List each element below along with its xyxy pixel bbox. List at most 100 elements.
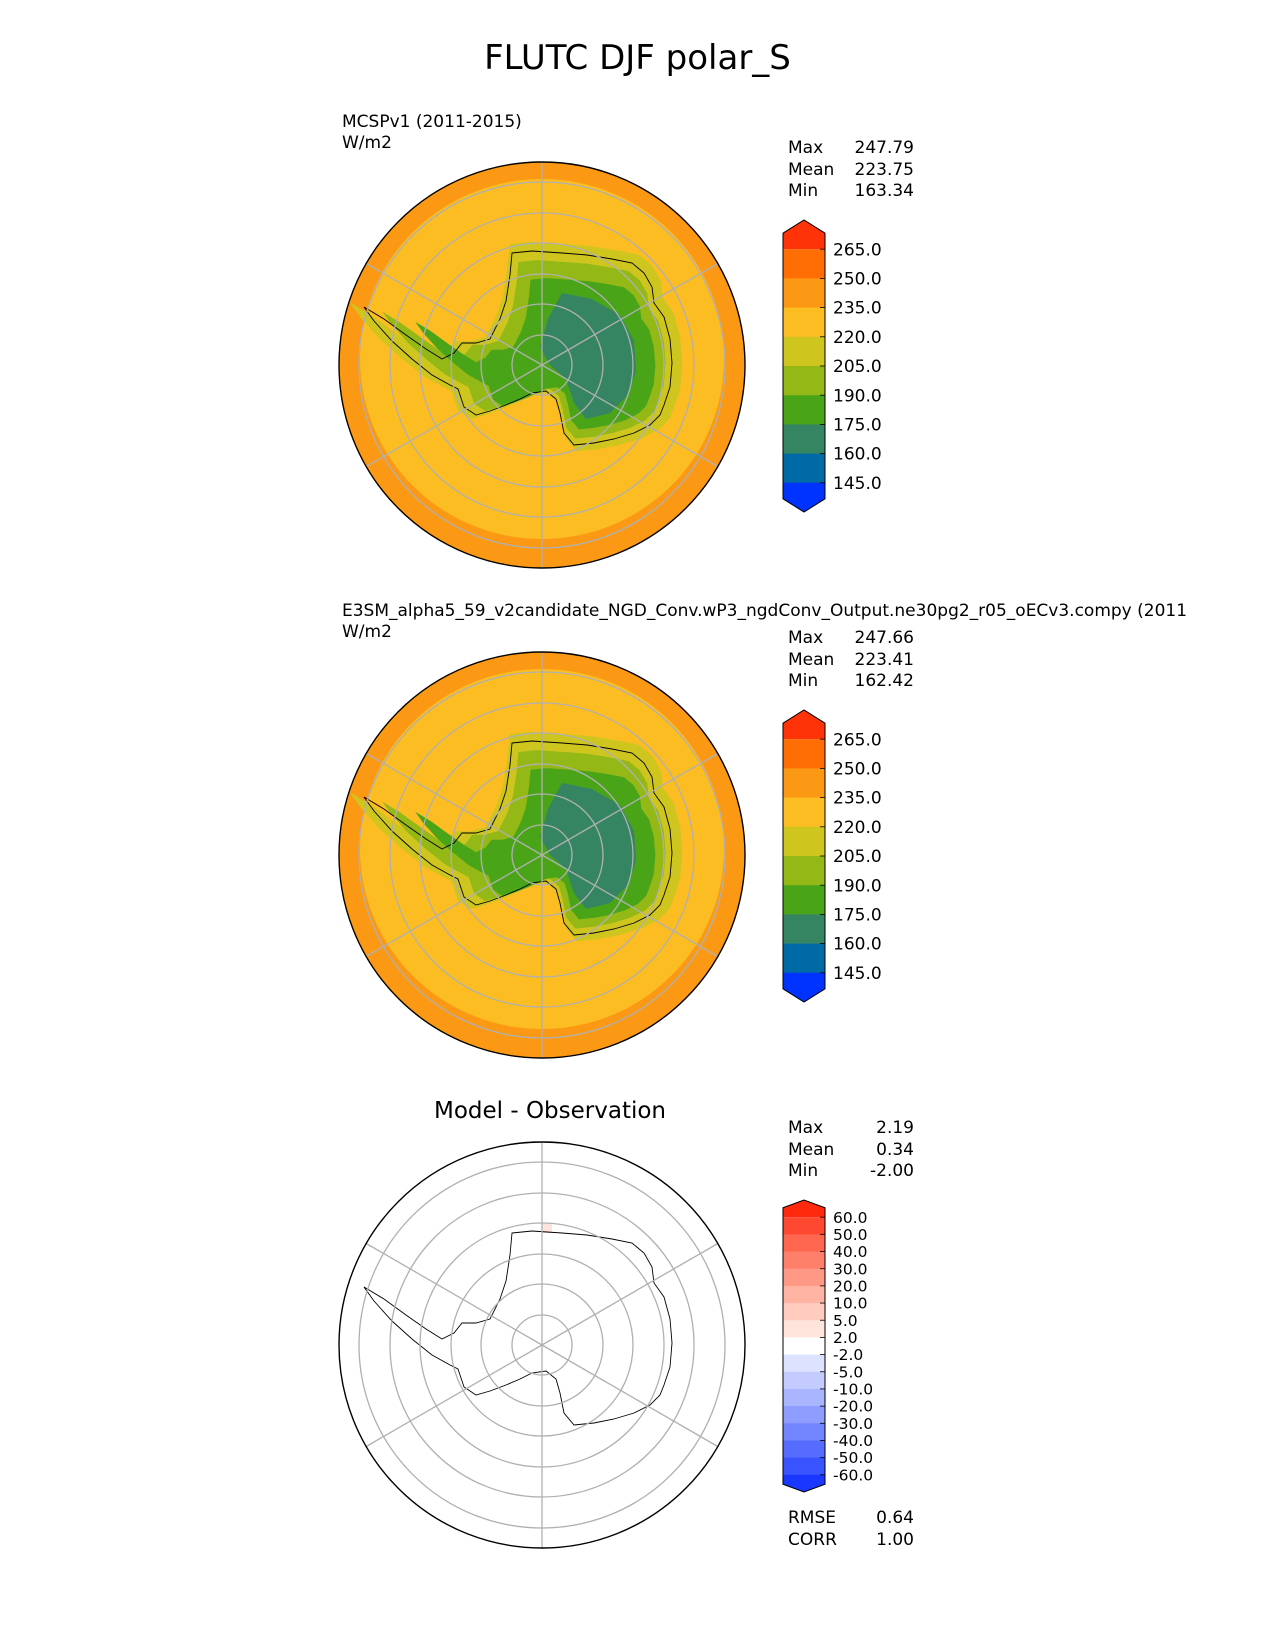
map-boundary-0 xyxy=(338,161,746,569)
colorbar-2: 60.050.040.030.020.010.05.02.0-2.0-5.0-1… xyxy=(782,1199,873,1493)
longitude-gridline-0-120 xyxy=(541,364,719,468)
map-boundary-2 xyxy=(338,1141,746,1549)
colorbar-tick-label-1-1: 160.0 xyxy=(833,935,882,955)
longitude-gridline-0-240 xyxy=(365,364,543,468)
colorbar-segment-1-4 xyxy=(783,826,825,857)
obs-units: W/m2 xyxy=(342,133,392,153)
model-units: W/m2 xyxy=(342,622,392,642)
colorbar-segment-0-1 xyxy=(783,249,825,279)
longitude-gridline-2-120 xyxy=(541,1344,719,1448)
colorbar-tick-label-1-6: 235.0 xyxy=(833,789,882,809)
colorbar-tick-label-0-2: 175.0 xyxy=(833,416,882,436)
longitude-gridline-1-240 xyxy=(365,854,543,958)
colorbar-tick-label-1-3: 190.0 xyxy=(833,876,882,896)
longitude-gridline-2-300 xyxy=(365,1242,543,1346)
colorbar-segment-0-7 xyxy=(783,424,825,455)
colorbar-segment-2-5 xyxy=(783,1285,825,1304)
colorbar-extend-top-2 xyxy=(783,1200,825,1218)
diff-stat-mean: Mean 0.34 xyxy=(788,1139,914,1160)
colorbar-tick-label-0-6: 235.0 xyxy=(833,299,882,319)
diff-stat-max: Max 2.19 xyxy=(788,1118,914,1138)
colorbar-segment-2-3 xyxy=(783,1251,825,1270)
colorbar-tick-label-2-3: 30.0 xyxy=(833,1260,868,1278)
obs-stats: Max 247.79 Mean 223.75 Min 163.34 xyxy=(788,138,914,203)
colorbar-tick-label-2-0: 60.0 xyxy=(833,1209,868,1227)
colorbar-tick-label-2-8: -2.0 xyxy=(833,1346,863,1364)
longitude-gridline-0-300 xyxy=(365,262,543,366)
polar-map-0 xyxy=(338,161,746,569)
colorbar-tick-label-2-9: -5.0 xyxy=(833,1363,863,1381)
colorbar-tick-label-0-4: 205.0 xyxy=(833,357,882,377)
obs-dataset-name: MCSPv1 (2011-2015) xyxy=(342,112,522,132)
map-boundary-1 xyxy=(338,651,746,1059)
longitude-gridline-0-60 xyxy=(541,262,719,366)
obs-label: MCSPv1 (2011-2015) W/m2 xyxy=(342,112,522,154)
colorbar-tick-label-1-7: 250.0 xyxy=(833,760,882,780)
colorbar-segment-1-8 xyxy=(783,943,825,974)
colorbar-tick-label-1-0: 145.0 xyxy=(833,964,882,984)
colorbar-segment-2-2 xyxy=(783,1234,825,1253)
colorbar-tick-label-1-8: 265.0 xyxy=(833,730,882,750)
colorbar-tick-label-1-4: 205.0 xyxy=(833,847,882,867)
colorbar-tick-label-2-11: -20.0 xyxy=(833,1398,873,1416)
longitude-gridline-2-60 xyxy=(541,1242,719,1346)
colorbar-segment-0-8 xyxy=(783,453,825,484)
colorbar-tick-label-0-5: 220.0 xyxy=(833,328,882,348)
colorbar-segment-2-9 xyxy=(783,1354,825,1373)
colorbar-tick-label-2-13: -40.0 xyxy=(833,1432,873,1450)
colorbar-tick-label-1-5: 220.0 xyxy=(833,818,882,838)
colorbar-0: 145.0 160.0 175.0 190.0 205.0 220.0 235.0 250.0… xyxy=(782,219,882,513)
colorbar-outline-1 xyxy=(782,709,826,1003)
colorbar-tick-label-2-10: -10.0 xyxy=(833,1381,873,1399)
model-dataset-name: E3SM_alpha5_59_v2candidate_NGD_Conv.wP3_… xyxy=(342,601,1188,621)
obs-stat-max: Max 247.79 xyxy=(788,138,914,158)
colorbar-tick-label-2-5: 10.0 xyxy=(833,1295,868,1313)
colorbar-segment-1-6 xyxy=(783,885,825,915)
diff-stats: Max 2.19 Mean 0.34 Min -2.00 xyxy=(788,1118,914,1183)
colorbar-extend-bottom-2 xyxy=(783,1474,825,1492)
colorbar-tick-label-0-1: 160.0 xyxy=(833,445,882,465)
colorbar-segment-1-5 xyxy=(783,856,825,886)
colorbar-segment-2-14 xyxy=(783,1440,825,1459)
colorbar-tick-label-2-12: -30.0 xyxy=(833,1415,873,1433)
model-label: E3SM_alpha5_59_v2candidate_NGD_Conv.wP3_… xyxy=(342,601,1187,643)
colorbar-tick-label-2-15: -60.0 xyxy=(833,1466,873,1484)
colorbar-tick-label-2-1: 50.0 xyxy=(833,1226,868,1244)
colorbar-extend-top-1 xyxy=(783,710,825,740)
polar-map-2 xyxy=(338,1141,746,1549)
colorbar-tick-label-0-8: 265.0 xyxy=(833,240,882,260)
colorbar-tick-label-0-7: 250.0 xyxy=(833,270,882,290)
model-stat-min: Min 162.42 xyxy=(788,671,914,691)
longitude-gridline-2-240 xyxy=(365,1344,543,1448)
colorbar-segment-2-11 xyxy=(783,1388,825,1407)
colorbar-extend-bottom-0 xyxy=(783,482,825,512)
colorbar-segment-2-7 xyxy=(783,1320,825,1338)
colorbar-segment-1-7 xyxy=(783,914,825,945)
colorbar-segment-0-5 xyxy=(783,366,825,396)
colorbar-tick-label-0-3: 190.0 xyxy=(833,386,882,406)
colorbar-tick-label-2-4: 20.0 xyxy=(833,1277,868,1295)
diff-metric-corr: CORR 1.00 xyxy=(788,1529,914,1550)
obs-stat-min: Min 163.34 xyxy=(788,181,914,201)
colorbar-segment-1-3 xyxy=(783,797,825,828)
diff-title: Model - Observation xyxy=(433,1098,667,1124)
colorbar-segment-0-3 xyxy=(783,307,825,338)
colorbar-1: 145.0 160.0 175.0 190.0 205.0 220.0 235.0 250.0… xyxy=(782,709,882,1003)
longitude-gridline-1-60 xyxy=(541,752,719,856)
colorbar-segment-2-13 xyxy=(783,1423,825,1441)
colorbar-segment-1-2 xyxy=(783,768,825,799)
colorbar-segment-0-4 xyxy=(783,336,825,367)
colorbar-extend-bottom-1 xyxy=(783,972,825,1002)
polar-map-1 xyxy=(338,651,746,1059)
colorbar-segment-2-10 xyxy=(783,1371,825,1390)
colorbar-tick-label-1-2: 175.0 xyxy=(833,906,882,926)
colorbar-segment-0-2 xyxy=(783,278,825,309)
longitude-gridline-1-120 xyxy=(541,854,719,958)
model-stats: Max 247.66 Mean 223.41 Min 162.42 xyxy=(788,628,914,693)
colorbar-outline-0 xyxy=(782,219,826,513)
colorbar-segment-2-8 xyxy=(783,1337,825,1356)
model-stat-mean: Mean 223.41 xyxy=(788,649,914,670)
diff-anomaly-patch xyxy=(542,1223,552,1233)
colorbar-tick-label-2-2: 40.0 xyxy=(833,1243,868,1261)
